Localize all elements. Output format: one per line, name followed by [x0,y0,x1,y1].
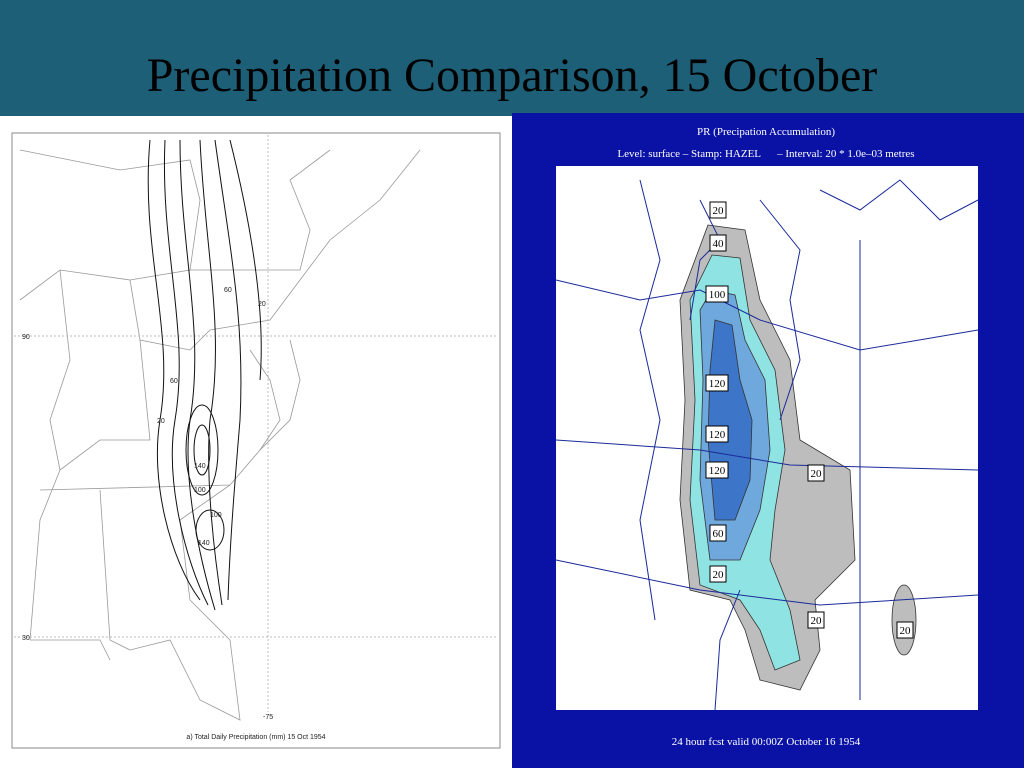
map-title: PR (Precipation Accumulation) [697,126,835,138]
contour-label: 100 [194,487,206,494]
axis-label: -75 [263,714,273,721]
map-caption: a) Total Daily Precipitation (mm) 15 Oct… [186,734,325,741]
contour-label: 100 [709,289,726,301]
contour-labels: 20 40 100 120 120 120 60 20 20 20 [705,201,914,639]
contour-label: 20 [811,615,823,627]
contour-label: 20 [811,468,823,480]
header-bar [0,0,1024,116]
left-map: 60 20 60 20 140 100 100 140 90 30 -75 a)… [11,132,501,749]
contour-label: 140 [198,540,210,547]
contour-label: 20 [713,569,725,581]
map-frame [11,132,501,749]
map-subtitle: Level: surface – Stamp: HAZEL – Interval… [617,148,914,160]
axis-label: 30 [22,635,30,642]
right-map: PR (Precipation Accumulation) Level: sur… [512,113,1024,768]
contour-label: 20 [900,625,912,637]
state-outlines [19,149,421,721]
contour-label: 60 [170,378,178,385]
contour-label: 120 [709,429,726,441]
contour-label: 40 [713,238,725,250]
contours [147,139,262,611]
contour-label: 60 [224,287,232,294]
graticule [14,135,498,712]
contour-label: 60 [713,528,725,540]
contour-label: 100 [210,512,222,519]
contour-label: 20 [713,205,725,217]
contour-label: 120 [709,378,726,390]
boundaries [555,179,979,711]
contour-label: 140 [194,463,206,470]
contour-label: 20 [258,301,266,308]
contour-label: 120 [709,465,726,477]
contour-label: 20 [157,418,165,425]
map-footer: 24 hour fcst valid 00:00Z October 16 195… [672,736,861,748]
slide-title: Precipitation Comparison, 15 October [146,49,878,102]
axis-label: 90 [22,334,30,341]
